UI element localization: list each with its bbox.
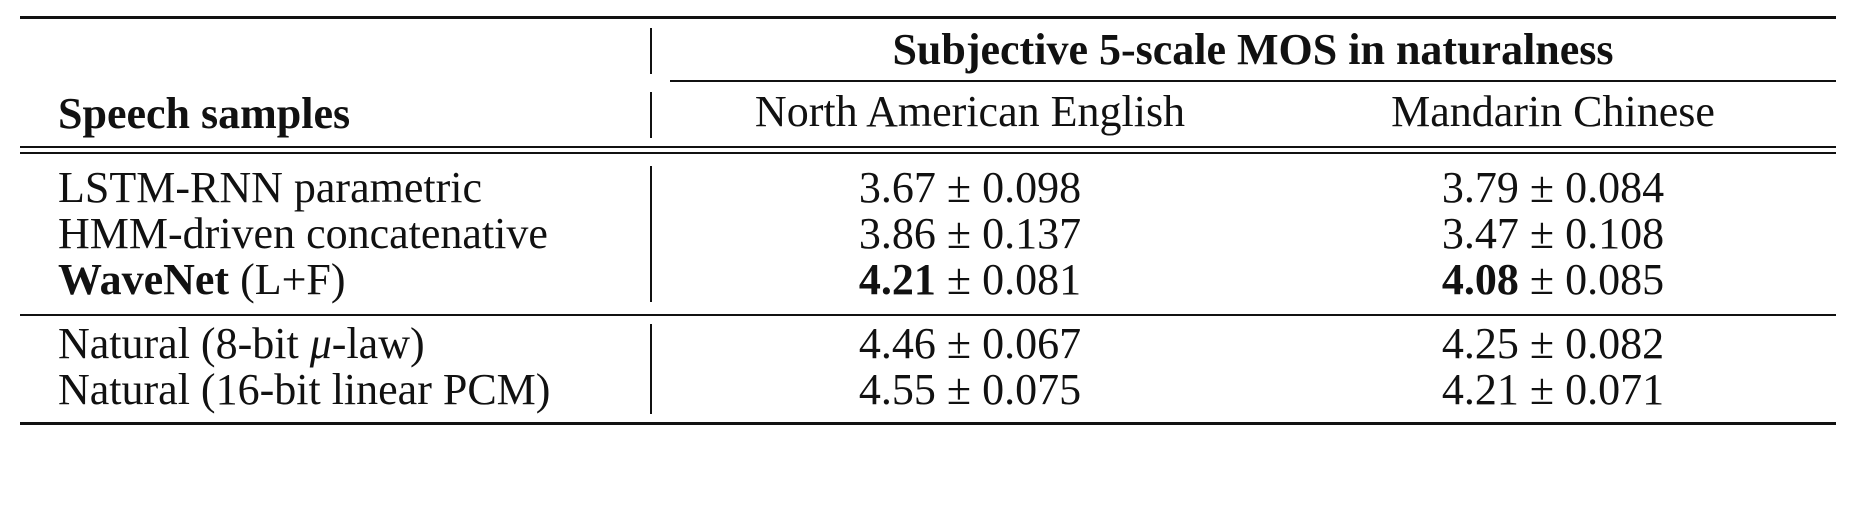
cell-english: 4.46 ± 0.067: [858, 319, 1082, 368]
cell-english: 4.55 ± 0.075: [858, 365, 1082, 414]
header-double-rule-1: [20, 146, 1836, 148]
cell-mandarin: 4.21 ± 0.071: [1441, 365, 1665, 414]
group-header-mos: Subjective 5-scale MOS in naturalness: [892, 25, 1614, 74]
row-name: WaveNet (L+F): [58, 255, 346, 304]
row-header-speech-samples: Speech samples: [58, 89, 351, 138]
cell-mandarin: 4.08 ± 0.085: [1441, 255, 1665, 304]
row-name: HMM-driven concatenative: [58, 209, 548, 258]
group2-vline: [650, 324, 652, 414]
cell-english: 4.21 ± 0.081: [858, 255, 1082, 304]
cell-mandarin: 4.25 ± 0.082: [1441, 319, 1665, 368]
row-name: LSTM-RNN parametric: [58, 163, 482, 212]
cell-mandarin: 3.47 ± 0.108: [1441, 209, 1665, 258]
column-header-mandarin: Mandarin Chinese: [1391, 87, 1715, 136]
results-table: Subjective 5-scale MOS in naturalness Sp…: [20, 16, 1836, 506]
row-name: Natural (8-bit μ-law): [58, 319, 425, 368]
top-rule: [20, 16, 1836, 19]
header-vline-top: [650, 28, 652, 74]
cell-english: 3.86 ± 0.137: [858, 209, 1082, 258]
group-header-rule: [670, 80, 1836, 82]
cell-mandarin: 3.79 ± 0.084: [1441, 163, 1665, 212]
header-vline-bottom: [650, 92, 652, 138]
column-header-english: North American English: [754, 87, 1186, 136]
cell-english: 3.67 ± 0.098: [858, 163, 1082, 212]
bottom-rule: [20, 422, 1836, 425]
header-double-rule-2: [20, 152, 1836, 154]
group1-vline: [650, 166, 652, 302]
group-separator-rule: [20, 314, 1836, 316]
row-name: Natural (16-bit linear PCM): [58, 365, 551, 414]
